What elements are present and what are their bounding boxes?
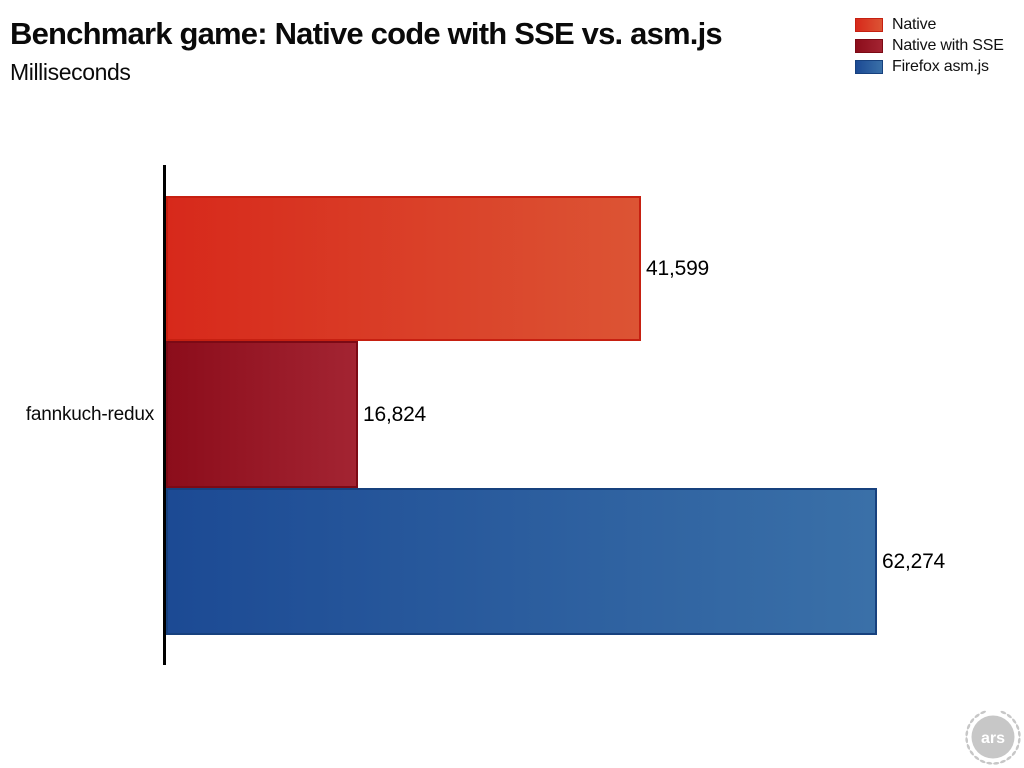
bar-row-native-sse: 16,824 [166, 341, 426, 488]
bar-native-sse [166, 341, 358, 488]
bar-value-firefox-asmjs: 62,274 [882, 549, 946, 573]
category-label: fannkuch-redux [25, 404, 154, 425]
legend-row-native-sse: Native with SSE [855, 37, 1004, 54]
laurel-wreath-icon [965, 710, 1021, 765]
chart-title: Benchmark game: Native code with SSE vs.… [10, 16, 723, 51]
bar-native [166, 196, 641, 341]
legend-swatch-native [855, 18, 883, 32]
logo-circle [971, 715, 1015, 759]
legend-label-firefox-asmjs: Firefox asm.js [892, 58, 989, 75]
y-axis-line [163, 165, 166, 665]
legend-label-native: Native [892, 16, 937, 33]
bar-row-firefox-asmjs: 62,274 [166, 488, 945, 635]
legend-swatch-firefox-asmjs [855, 60, 883, 74]
legend-row-native: Native [855, 16, 1004, 33]
bar-value-native-sse: 16,824 [363, 402, 427, 426]
chart-subtitle: Milliseconds [10, 59, 131, 85]
logo-text: ars [981, 730, 1005, 747]
bar-row-native: 41,599 [166, 196, 709, 341]
legend-swatch-native-sse [855, 39, 883, 53]
ars-technica-logo: ars [965, 710, 1021, 765]
legend: Native Native with SSE Firefox asm.js [855, 16, 1004, 75]
legend-row-firefox-asmjs: Firefox asm.js [855, 58, 1004, 75]
bar-value-native: 41,599 [646, 256, 710, 280]
legend-label-native-sse: Native with SSE [892, 37, 1004, 54]
bar-firefox-asmjs [166, 488, 877, 635]
